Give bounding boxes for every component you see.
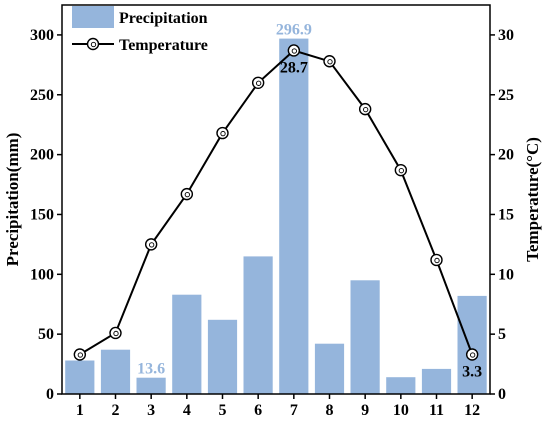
temperature-point [465, 348, 479, 361]
temperature-point [430, 253, 443, 267]
y-right-tick-label: 25 [498, 87, 514, 104]
y-right-tick-label: 10 [498, 266, 514, 283]
y-right-tick-label: 20 [498, 147, 514, 164]
temperature-point [180, 187, 194, 201]
temperature-point-inner [327, 59, 333, 65]
temperature-point [394, 163, 408, 177]
x-tick-label: 8 [326, 402, 334, 419]
precipitation-bar [243, 256, 273, 394]
temperature-point-inner [470, 352, 476, 358]
precipitation-bar [350, 280, 380, 394]
y-left-tick-label: 250 [30, 87, 54, 104]
plot-frame [61, 4, 491, 395]
precipitation-bar [65, 360, 95, 394]
temperature-point-inner [256, 80, 262, 86]
legend-temperature-marker-inner [90, 41, 97, 48]
temperature-point-inner [149, 242, 155, 248]
temperature-point-inner [363, 106, 369, 113]
temperature-data-label: 3.3 [462, 364, 482, 381]
precipitation-bar [386, 377, 416, 394]
legend-precipitation-label: Precipitation [119, 10, 208, 27]
temperature-point [73, 348, 87, 361]
precipitation-bar [314, 343, 345, 394]
temperature-point [323, 55, 336, 68]
y-right-tick-label: 5 [498, 326, 506, 343]
y-right-tick-label: 0 [498, 386, 506, 403]
x-tick-label: 1 [76, 402, 84, 419]
temperature-point-inner [220, 130, 226, 137]
precipitation-bar [457, 295, 487, 394]
temperature-point-inner [113, 330, 119, 337]
y-left-tick-label: 0 [46, 386, 54, 403]
x-tick-label: 9 [361, 402, 369, 419]
legend-precipitation-swatch [72, 6, 114, 28]
temperature-point-inner [291, 48, 297, 54]
temperature-point-inner [398, 168, 404, 174]
precipitation-data-label: 296.9 [276, 22, 312, 39]
precipitation-data-label: 13.6 [137, 361, 165, 378]
precipitation-bar [172, 294, 202, 394]
y-left-tick-label: 100 [30, 266, 54, 283]
legend-temperature-label: Temperature [119, 37, 208, 54]
temperature-point [251, 76, 265, 90]
y-left-axis-title: Precipitation(mm) [3, 133, 22, 267]
x-tick-label: 3 [147, 402, 155, 419]
y-right-tick-label: 30 [498, 27, 514, 44]
x-tick-label: 2 [112, 402, 120, 419]
temperature-point-inner [77, 352, 83, 358]
precipitation-bar [136, 377, 166, 394]
y-left-tick-label: 300 [30, 27, 54, 44]
temperature-line [79, 49, 474, 356]
temperature-point [216, 126, 229, 140]
precipitation-bar [207, 319, 238, 394]
x-tick-label: 7 [290, 402, 298, 419]
temperature-point [109, 326, 122, 340]
temperature-point [287, 44, 301, 57]
y-left-tick-label: 50 [38, 326, 54, 343]
x-tick-label: 10 [393, 402, 409, 419]
y-left-tick-label: 200 [30, 147, 54, 164]
y-right-axis-title: Temperature(°C) [523, 137, 542, 262]
x-tick-label: 6 [254, 402, 262, 419]
y-left-tick-label: 150 [30, 206, 54, 223]
x-tick-label: 11 [429, 402, 444, 419]
temperature-point-inner [184, 191, 190, 198]
precipitation-bar [100, 349, 131, 394]
precipitation-bar [279, 38, 309, 394]
temperature-point-inner [434, 257, 440, 264]
x-tick-label: 12 [464, 402, 480, 419]
precipitation-bar [421, 368, 452, 394]
x-tick-label: 5 [219, 402, 227, 419]
x-tick-label: 4 [183, 402, 191, 419]
temperature-point [144, 238, 158, 251]
legend-temperature-marker [86, 37, 100, 51]
y-right-tick-label: 15 [498, 206, 514, 223]
temperature-data-label: 28.7 [280, 59, 308, 76]
temperature-point [358, 102, 372, 116]
